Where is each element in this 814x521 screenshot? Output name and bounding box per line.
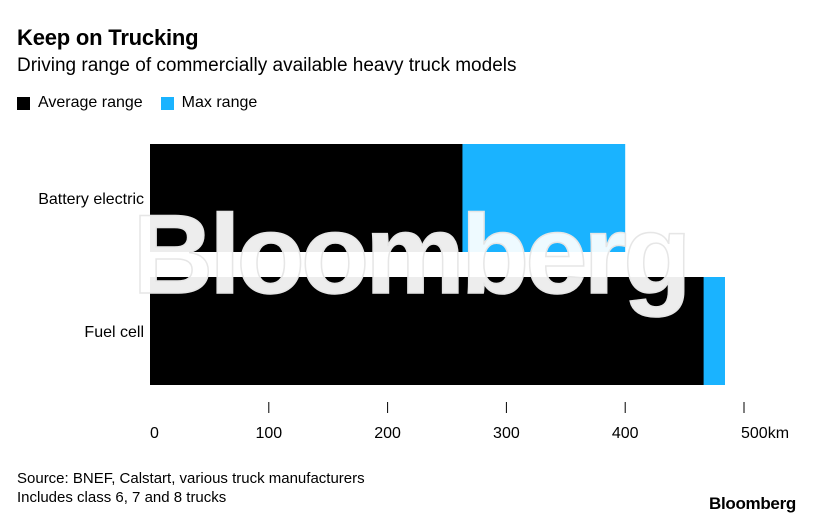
legend-item-average: Average range bbox=[17, 94, 143, 112]
category-labels: Battery electric Fuel cell bbox=[38, 191, 144, 341]
x-tick-label-1: 100 bbox=[255, 425, 282, 442]
category-label-1: Fuel cell bbox=[84, 324, 144, 341]
legend-swatch-average bbox=[17, 96, 30, 110]
bars-layer bbox=[150, 144, 725, 385]
chart-title: Keep on Trucking bbox=[17, 25, 199, 50]
chart-subtitle: Driving range of commercially available … bbox=[17, 55, 517, 76]
bar-average-0 bbox=[150, 144, 463, 252]
legend: Average range Max range bbox=[17, 94, 275, 112]
legend-swatch-max bbox=[160, 96, 174, 110]
legend-label-average: Average range bbox=[38, 94, 143, 111]
x-tick-label-3: 300 bbox=[493, 425, 520, 442]
category-label-0: Battery electric bbox=[38, 191, 144, 208]
x-tick-label-0: 0 bbox=[150, 425, 159, 442]
bar-average-1 bbox=[150, 277, 704, 385]
x-tick-label-4: 400 bbox=[612, 425, 639, 442]
x-axis: 0 100 200 300 400 500km bbox=[150, 402, 789, 442]
bloomberg-logo: Bloomberg bbox=[708, 494, 796, 513]
x-tick-label-5: 500km bbox=[741, 425, 789, 442]
legend-label-max: Max range bbox=[181, 94, 258, 111]
bloomberg-watermark: Bloomberg bbox=[132, 192, 687, 317]
source-note: Source: BNEF, Calstart, various truck ma… bbox=[17, 470, 365, 487]
x-tick-label-2: 200 bbox=[374, 425, 401, 442]
legend-item-max: Max range bbox=[160, 94, 258, 112]
footnote: Includes class 6, 7 and 8 trucks bbox=[17, 489, 227, 506]
